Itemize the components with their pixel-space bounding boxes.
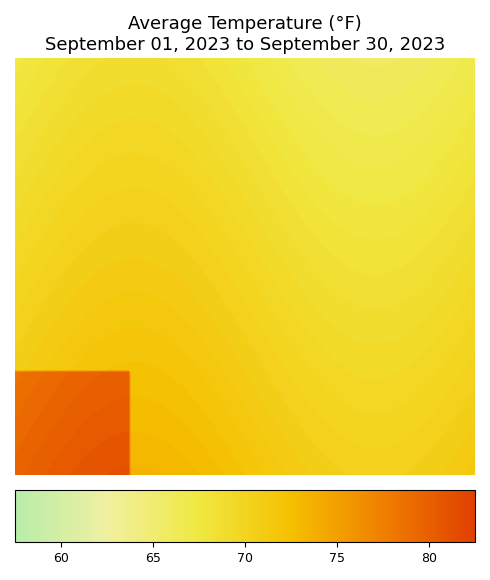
- Title: Average Temperature (°F)
September 01, 2023 to September 30, 2023: Average Temperature (°F) September 01, 2…: [45, 15, 445, 54]
